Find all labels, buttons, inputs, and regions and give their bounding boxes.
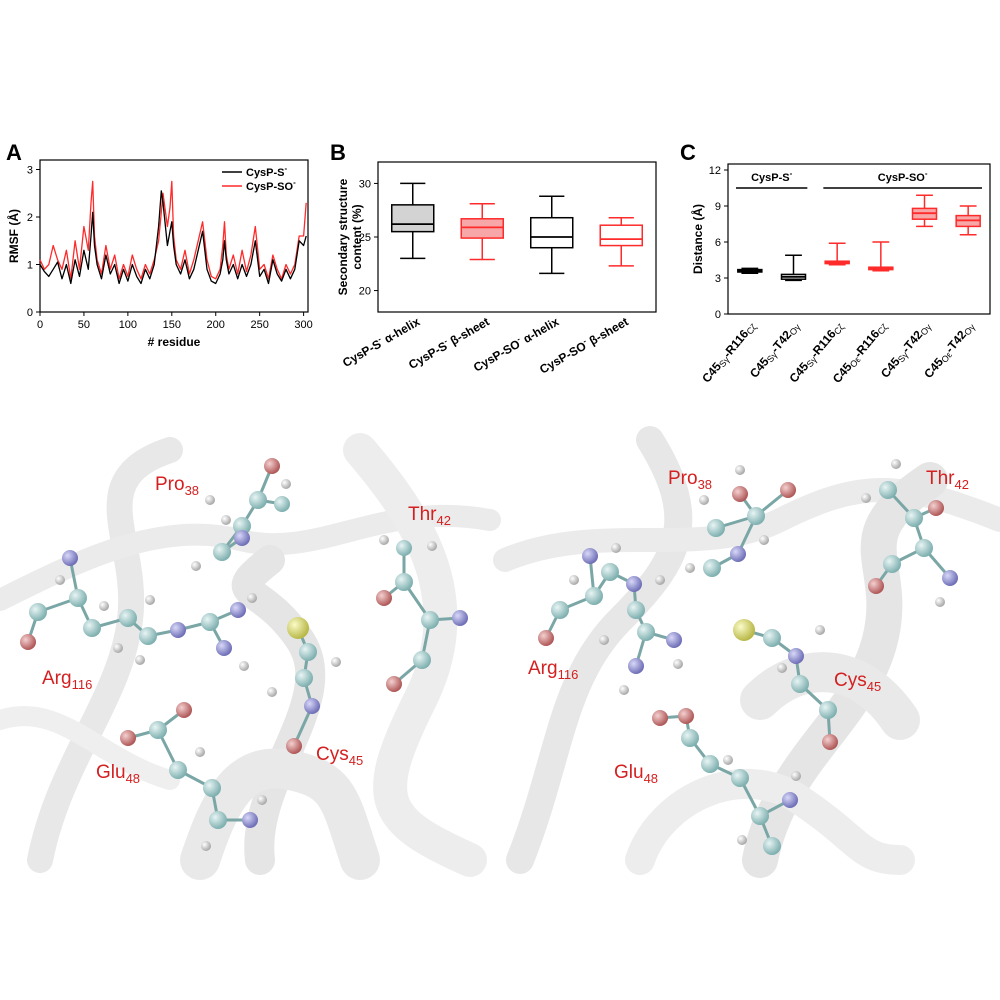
box-body [391, 204, 435, 233]
residue-label-d-thr42: Thr42 [408, 504, 451, 528]
x-axis-label-a: # residue [148, 335, 201, 349]
residue-label-e-cys45: Cys45 [834, 670, 881, 694]
y-tick-label-b: 30 [359, 178, 371, 190]
residue-label-e-arg116: Arg116 [528, 658, 578, 682]
structure-panel-e: Pro38 Thr42 Arg116 Cys45 Glu48 [493, 426, 1000, 878]
panel-label-b: B [330, 140, 346, 165]
panel-label-a: A [6, 140, 22, 165]
residue-label-e-glu48: Glu48 [614, 762, 658, 786]
legend-entry: CysP-SO- [246, 178, 296, 193]
y-tick-label-c: 12 [709, 165, 721, 177]
x-tick-label-a: 50 [78, 319, 90, 331]
box-c-4 [868, 241, 894, 272]
box-c-2 [780, 254, 807, 282]
residue-label-d-pro38: Pro38 [155, 474, 199, 498]
y-axis-label-c: Distance (Å) [690, 204, 705, 274]
y-axis-label-b: Secondary structurecontent (%) [336, 178, 364, 295]
plot-frame-c [727, 163, 991, 315]
category-label-c: C45Sγ-R116Cζ [699, 319, 759, 386]
y-tick-label-b: 25 [359, 232, 371, 244]
box-b-1 [391, 182, 435, 260]
y-tick-label-b: 20 [359, 286, 371, 298]
legend-entry: CysP-S- [246, 164, 288, 179]
box-c-6 [955, 205, 981, 236]
box-b-2 [460, 203, 504, 261]
series-line-cysp-so [39, 180, 307, 280]
group-label: CysP-SO- [878, 169, 928, 184]
box-b-3 [530, 195, 574, 275]
x-tick-label-a: 100 [119, 319, 137, 331]
y-tick-label-a: 2 [27, 212, 33, 224]
plot-frame-a [39, 159, 309, 313]
box-c-5 [911, 194, 938, 228]
y-tick-label-c: 6 [715, 237, 721, 249]
residue-label-e-thr42: Thr42 [926, 468, 969, 492]
residue-label-d-arg116: Arg116 [42, 668, 92, 692]
series-line-cysp-s [39, 190, 307, 285]
y-tick-label-c: 0 [715, 309, 721, 321]
box-c-3 [824, 242, 850, 266]
x-tick-label-a: 0 [37, 319, 43, 331]
chart-a-rmsf: 0 50 100 150 200 250 300 0 1 2 3 # residue RMSF (Å) C… [6, 159, 313, 349]
residue-label-e-pro38: Pro38 [668, 468, 712, 492]
chart-c-distance: 0 3 6 9 12 Distance (Å) CysP-S- CysP-SO- C45Sγ-R… [690, 163, 991, 386]
y-tick-label-a: 0 [27, 307, 33, 319]
structure-panel-d: Pro38 Thr42 Arg116 Glu48 Cys45 [0, 432, 501, 880]
x-tick-label-a: 150 [163, 319, 181, 331]
y-tick-label-a: 1 [27, 260, 33, 272]
box-body [460, 218, 504, 239]
box-c-1 [737, 267, 763, 274]
box-b-4 [599, 216, 643, 267]
atoms-panel-d [20, 458, 468, 851]
panel-label-c: C [680, 140, 696, 165]
atoms-panel-e [538, 459, 958, 855]
y-tick-label-c: 3 [715, 273, 721, 285]
residue-label-d-cys45: Cys45 [316, 744, 363, 768]
group-label: CysP-S- [751, 169, 793, 184]
y-tick-label-c: 9 [715, 201, 721, 213]
x-tick-label-a: 300 [294, 319, 312, 331]
box-body [599, 224, 643, 247]
x-tick-label-a: 250 [250, 319, 268, 331]
residue-label-d-glu48: Glu48 [96, 762, 140, 786]
box-body [530, 216, 574, 249]
x-tick-label-a: 200 [207, 319, 225, 331]
y-axis-label-a: RMSF (Å) [6, 209, 21, 263]
y-tick-label-a: 3 [27, 165, 33, 177]
